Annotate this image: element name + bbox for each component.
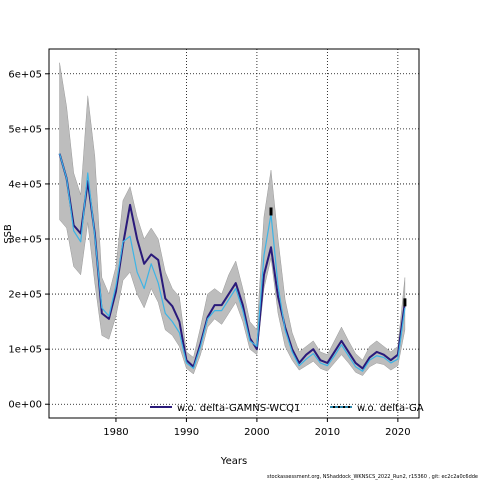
- y-tick-label-2: 2e+05: [8, 290, 42, 301]
- series-lines: [58, 153, 406, 372]
- y-tick-label-3: 3e+05: [8, 235, 42, 246]
- y-tick-label-5: 5e+05: [8, 124, 42, 135]
- series-line-1: [58, 153, 406, 372]
- x-tick-label-3: 2010: [315, 427, 340, 438]
- y-tick-label-1: 1e+05: [8, 345, 42, 356]
- x-tick-label-2: 2000: [244, 427, 269, 438]
- x-tick-label-4: 2020: [385, 427, 410, 438]
- x-tick-label-1: 1990: [174, 427, 199, 438]
- y-axis-ticks: 0e+00 1e+05 2e+05 3e+05 4e+05 5e+05 6e+05: [8, 69, 49, 411]
- y-tick-label-0: 0e+00: [8, 400, 42, 411]
- legend-label-1: w.o. delta-GA: [357, 403, 424, 414]
- series-point-2-1: [403, 298, 407, 307]
- legend: w.o. delta-GAMNS-WCQ1 w.o. delta-GA: [150, 403, 424, 414]
- plot-frame: [48, 48, 420, 419]
- footer-text: stockassessment.org, NShaddock_WKNSCS_20…: [267, 474, 478, 480]
- x-axis-ticks: 1980 1990 2000 2010 2020: [103, 418, 411, 438]
- y-axis-label: SSB: [3, 224, 14, 244]
- y-tick-label-6: 6e+05: [8, 69, 42, 80]
- series-line-0: [58, 153, 406, 370]
- y-tick-label-4: 4e+05: [8, 179, 42, 190]
- band-area: [59, 62, 406, 376]
- x-axis-label: Years: [220, 456, 247, 467]
- series-point-2-0: [269, 207, 273, 216]
- x-tick-label-0: 1980: [103, 427, 128, 438]
- series-markers: [269, 207, 407, 307]
- confidence-band: [59, 62, 406, 376]
- legend-label-0: w.o. delta-GAMNS-WCQ1: [177, 403, 300, 414]
